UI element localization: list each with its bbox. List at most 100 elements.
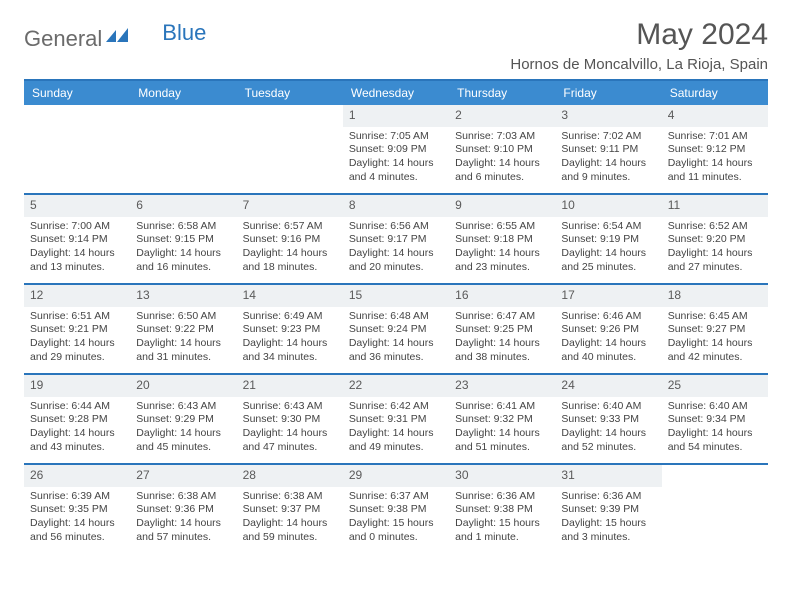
calendar-cell: 22Sunrise: 6:42 AMSunset: 9:31 PMDayligh…	[343, 375, 449, 463]
sunrise-text: Sunrise: 6:36 AM	[561, 490, 655, 504]
calendar-cell: 10Sunrise: 6:54 AMSunset: 9:19 PMDayligh…	[555, 195, 661, 283]
daylight1-text: Daylight: 14 hours	[30, 427, 124, 441]
sunset-text: Sunset: 9:31 PM	[349, 413, 443, 427]
sunset-text: Sunset: 9:18 PM	[455, 233, 549, 247]
daylight2-text: and 29 minutes.	[30, 351, 124, 365]
calendar-cell: 13Sunrise: 6:50 AMSunset: 9:22 PMDayligh…	[130, 285, 236, 373]
calendar-cell: 18Sunrise: 6:45 AMSunset: 9:27 PMDayligh…	[662, 285, 768, 373]
calendar-cell: 11Sunrise: 6:52 AMSunset: 9:20 PMDayligh…	[662, 195, 768, 283]
sunset-text: Sunset: 9:21 PM	[30, 323, 124, 337]
calendar-cell: 23Sunrise: 6:41 AMSunset: 9:32 PMDayligh…	[449, 375, 555, 463]
day-number: 23	[449, 375, 555, 397]
sunset-text: Sunset: 9:38 PM	[455, 503, 549, 517]
daylight1-text: Daylight: 14 hours	[455, 247, 549, 261]
day-number: 28	[237, 465, 343, 487]
daylight1-text: Daylight: 14 hours	[561, 247, 655, 261]
logo: General Blue	[24, 18, 206, 52]
calendar-cell: 29 Sunrise: 6:37 AMSunset: 9:38 PMDayligh…	[343, 465, 449, 553]
daylight2-text: and 54 minutes.	[668, 441, 762, 455]
calendar-cell: 25Sunrise: 6:40 AMSunset: 9:34 PMDayligh…	[662, 375, 768, 463]
daylight1-text: Daylight: 14 hours	[349, 247, 443, 261]
daylight1-text: Daylight: 14 hours	[455, 157, 549, 171]
day-number: 10	[555, 195, 661, 217]
calendar-cell: 19Sunrise: 6:44 AMSunset: 9:28 PMDayligh…	[24, 375, 130, 463]
sunrise-text: Sunrise: 6:42 AM	[349, 400, 443, 414]
sunset-text: Sunset: 9:38 PM	[349, 503, 443, 517]
sunrise-text: Sunrise: 6:48 AM	[349, 310, 443, 324]
calendar-cell: 17Sunrise: 6:46 AMSunset: 9:26 PMDayligh…	[555, 285, 661, 373]
sunrise-text: Sunrise: 7:01 AM	[668, 130, 762, 144]
sunrise-text: Sunrise: 6:44 AM	[30, 400, 124, 414]
calendar-cell: 1Sunrise: 7:05 AMSunset: 9:09 PMDaylight…	[343, 105, 449, 193]
weekday-header: Tuesday	[237, 81, 343, 105]
logo-text-blue: Blue	[162, 20, 206, 46]
daylight2-text: and 38 minutes.	[455, 351, 549, 365]
daylight2-text: and 16 minutes.	[136, 261, 230, 275]
daylight1-text: Daylight: 14 hours	[136, 517, 230, 531]
sunset-text: Sunset: 9:10 PM	[455, 143, 549, 157]
sunset-text: Sunset: 9:36 PM	[136, 503, 230, 517]
sunset-text: Sunset: 9:17 PM	[349, 233, 443, 247]
daylight2-text: and 11 minutes.	[668, 171, 762, 185]
logo-flag-icon	[106, 28, 130, 51]
day-number: 2	[449, 105, 555, 127]
daylight1-text: Daylight: 14 hours	[243, 427, 337, 441]
sunrise-text: Sunrise: 6:37 AM	[349, 490, 443, 504]
daylight2-text: and 9 minutes.	[561, 171, 655, 185]
sunrise-text: Sunrise: 6:58 AM	[136, 220, 230, 234]
calendar-cell: 7Sunrise: 6:57 AMSunset: 9:16 PMDaylight…	[237, 195, 343, 283]
daylight2-text: and 51 minutes.	[455, 441, 549, 455]
day-number: 25	[662, 375, 768, 397]
weekday-header: Wednesday	[343, 81, 449, 105]
calendar-cell: 30Sunrise: 6:36 AMSunset: 9:38 PMDayligh…	[449, 465, 555, 553]
calendar-cell: 20Sunrise: 6:43 AMSunset: 9:29 PMDayligh…	[130, 375, 236, 463]
sunset-text: Sunset: 9:30 PM	[243, 413, 337, 427]
day-number: 30	[449, 465, 555, 487]
sunrise-text: Sunrise: 6:40 AM	[561, 400, 655, 414]
sunrise-text: Sunrise: 6:43 AM	[136, 400, 230, 414]
daylight1-text: Daylight: 14 hours	[30, 517, 124, 531]
weekday-header: Friday	[555, 81, 661, 105]
day-number: 29	[343, 465, 449, 487]
daylight1-text: Daylight: 15 hours	[349, 517, 443, 531]
day-number: 19	[24, 375, 130, 397]
daylight2-text: and 43 minutes.	[30, 441, 124, 455]
day-number: 21	[237, 375, 343, 397]
sunrise-text: Sunrise: 6:38 AM	[243, 490, 337, 504]
day-number: 14	[237, 285, 343, 307]
daylight1-text: Daylight: 15 hours	[561, 517, 655, 531]
daylight2-text: and 3 minutes.	[561, 531, 655, 545]
calendar-cell: 3Sunrise: 7:02 AMSunset: 9:11 PMDaylight…	[555, 105, 661, 193]
daylight1-text: Daylight: 14 hours	[561, 337, 655, 351]
day-number: 17	[555, 285, 661, 307]
sunset-text: Sunset: 9:24 PM	[349, 323, 443, 337]
daylight1-text: Daylight: 14 hours	[136, 337, 230, 351]
sunset-text: Sunset: 9:16 PM	[243, 233, 337, 247]
daylight2-text: and 23 minutes.	[455, 261, 549, 275]
location-text: Hornos de Moncalvillo, La Rioja, Spain	[510, 56, 768, 73]
sunrise-text: Sunrise: 6:50 AM	[136, 310, 230, 324]
calendar-body: ...1Sunrise: 7:05 AMSunset: 9:09 PMDayli…	[24, 105, 768, 553]
daylight1-text: Daylight: 14 hours	[455, 427, 549, 441]
sunrise-text: Sunrise: 6:55 AM	[455, 220, 549, 234]
sunrise-text: Sunrise: 6:45 AM	[668, 310, 762, 324]
day-number: 8	[343, 195, 449, 217]
calendar-header-row: SundayMondayTuesdayWednesdayThursdayFrid…	[24, 79, 768, 105]
calendar-cell: 31Sunrise: 6:36 AMSunset: 9:39 PMDayligh…	[555, 465, 661, 553]
calendar-cell: 6Sunrise: 6:58 AMSunset: 9:15 PMDaylight…	[130, 195, 236, 283]
sunset-text: Sunset: 9:35 PM	[30, 503, 124, 517]
sunrise-text: Sunrise: 7:00 AM	[30, 220, 124, 234]
weekday-header: Saturday	[662, 81, 768, 105]
sunset-text: Sunset: 9:20 PM	[668, 233, 762, 247]
day-number: 11	[662, 195, 768, 217]
daylight1-text: Daylight: 14 hours	[349, 337, 443, 351]
calendar-cell: 4Sunrise: 7:01 AMSunset: 9:12 PMDaylight…	[662, 105, 768, 193]
day-number: 26	[24, 465, 130, 487]
weekday-header: Thursday	[449, 81, 555, 105]
sunrise-text: Sunrise: 6:36 AM	[455, 490, 549, 504]
daylight1-text: Daylight: 14 hours	[561, 157, 655, 171]
sunrise-text: Sunrise: 6:52 AM	[668, 220, 762, 234]
sunset-text: Sunset: 9:39 PM	[561, 503, 655, 517]
day-number: 12	[24, 285, 130, 307]
sunrise-text: Sunrise: 6:57 AM	[243, 220, 337, 234]
